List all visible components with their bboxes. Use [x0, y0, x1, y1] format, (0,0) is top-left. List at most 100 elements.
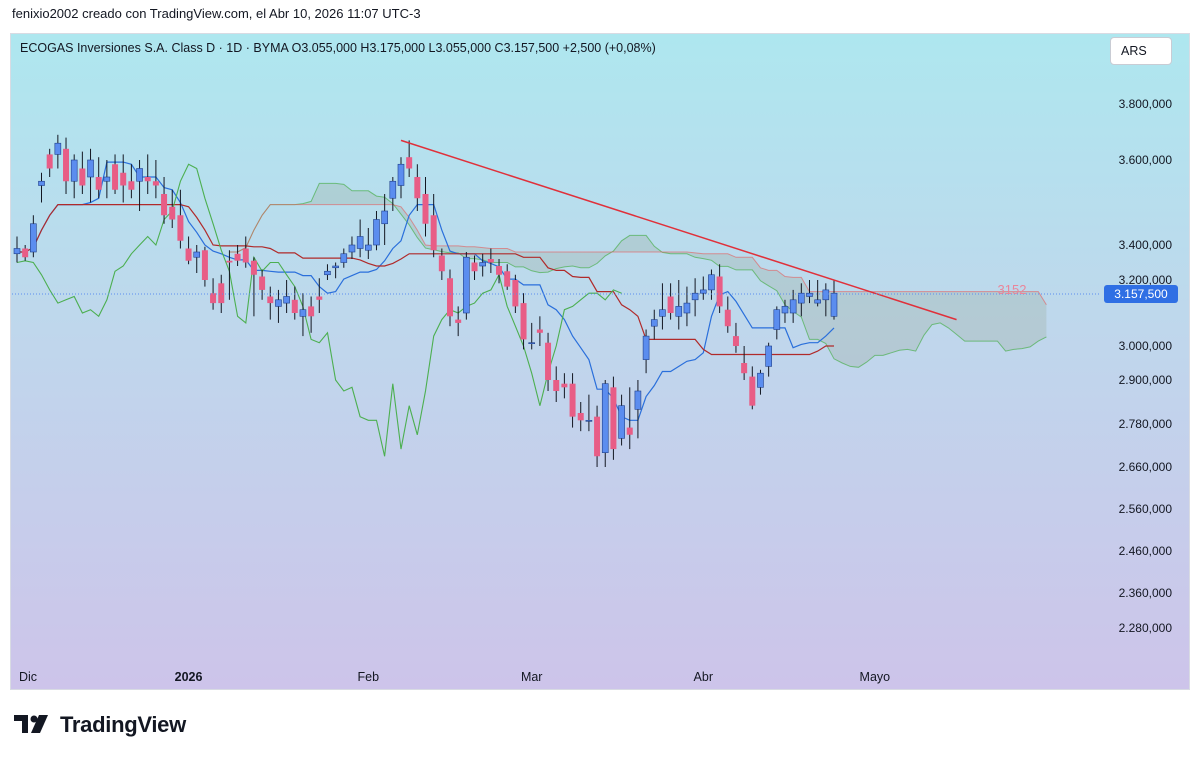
candle-up: [773, 306, 781, 340]
candle-down: [267, 286, 274, 320]
candle-down: [242, 236, 249, 268]
y-tick-label: 3.400,000: [1119, 238, 1173, 252]
candle-up: [30, 215, 37, 258]
x-tick-label: Abr: [694, 670, 713, 684]
candle-up: [340, 248, 348, 268]
candle-down: [120, 154, 127, 203]
candle-up: [479, 253, 486, 277]
y-tick-label: 3.000,000: [1119, 339, 1173, 353]
candle-body: [177, 215, 184, 241]
candle-up: [806, 280, 813, 304]
candle-body: [63, 148, 70, 182]
candle-body: [757, 372, 764, 388]
candle-body: [683, 302, 691, 314]
candle-body: [691, 292, 699, 301]
candle-body: [561, 383, 568, 388]
candle-up: [299, 293, 307, 337]
candle-up: [87, 148, 94, 203]
candle-up: [659, 283, 666, 330]
y-tick-label: 2.360,000: [1119, 586, 1173, 600]
candle-body: [259, 276, 266, 290]
candle-body: [144, 177, 151, 182]
candle-body: [332, 265, 339, 269]
candle-up: [675, 280, 683, 330]
x-tick-label: Dic: [19, 670, 37, 684]
candle-up: [324, 264, 331, 280]
trend-line[interactable]: [400, 139, 957, 321]
candle-body: [594, 416, 601, 457]
candle-up: [365, 228, 372, 259]
candle-up: [830, 280, 838, 320]
candle-down: [177, 189, 184, 249]
candle-body: [732, 336, 739, 346]
currency-button[interactable]: ARS: [1110, 37, 1172, 65]
candle-body: [773, 309, 781, 330]
candle-down: [536, 316, 543, 346]
candle-body: [112, 164, 119, 190]
x-tick-label: Feb: [358, 670, 380, 684]
candle-down: [512, 274, 519, 313]
candle-up: [789, 289, 797, 323]
candle-up: [618, 394, 625, 446]
candle-body: [136, 168, 143, 182]
candle-body: [291, 299, 298, 313]
chart-frame[interactable]: [10, 33, 1190, 690]
candle-body: [234, 253, 241, 261]
y-tick-label: 2.660,000: [1119, 460, 1173, 474]
symbol-legend: ECOGAS Inversiones S.A. Class D · 1D · B…: [20, 41, 656, 55]
candle-body: [749, 376, 756, 406]
candle-body: [504, 271, 511, 287]
candle-body: [22, 248, 29, 258]
candle-down: [291, 286, 298, 320]
candle-body: [601, 383, 609, 453]
cloud-fill: [229, 183, 1047, 368]
tradingview-wordmark: TradingView: [60, 712, 186, 737]
candle-body: [479, 262, 486, 267]
candle-up: [708, 269, 715, 300]
candle-body: [667, 296, 674, 313]
candle-up: [193, 245, 201, 273]
chart-credit: fenixio2002 creado con TradingView.com, …: [12, 6, 421, 21]
candle-body: [161, 194, 168, 216]
candle-up: [781, 299, 789, 323]
candle-down: [577, 402, 584, 432]
x-axis[interactable]: Dic 2026 Feb Mar Abr Mayo: [11, 660, 1107, 689]
candle-body: [536, 329, 543, 333]
candle-body: [70, 159, 78, 182]
candle-body: [218, 283, 225, 304]
candle-up: [397, 157, 405, 199]
candle-up: [765, 342, 772, 377]
candle-body: [716, 276, 723, 307]
candle-body: [659, 309, 666, 317]
y-tick-label: 2.560,000: [1119, 502, 1173, 516]
candle-down: [218, 274, 225, 313]
candle-down: [128, 164, 135, 199]
candle-body: [389, 180, 397, 199]
y-tick-label: 3.200,000: [1119, 273, 1173, 287]
candle-up: [103, 160, 111, 199]
candle-body: [185, 248, 192, 261]
candle-down: [438, 248, 445, 280]
candle-down: [161, 177, 168, 224]
candle-up: [634, 380, 642, 439]
y-tick-label: 2.780,000: [1119, 417, 1173, 431]
candle-down: [626, 387, 633, 450]
y-tick-label: 3.600,000: [1119, 153, 1173, 167]
kijun-sen-line: [17, 204, 834, 356]
resistance-trendline: [400, 139, 957, 321]
candle-up: [528, 322, 536, 350]
candle-body: [267, 296, 274, 304]
candle-down: [169, 189, 176, 228]
y-axis[interactable]: 3.800,000 3.600,000 3.400,000 3.200,000 3.00…: [1104, 97, 1178, 635]
candle-up: [691, 278, 699, 317]
candle-down: [22, 245, 29, 261]
candle-down: [553, 366, 560, 402]
candle-body: [242, 248, 249, 263]
alert-level-label: 3152: [998, 282, 1027, 297]
candle-down: [226, 250, 233, 300]
senkou-span-b: [229, 204, 1047, 306]
candle-body: [650, 319, 658, 327]
candle-down: [716, 264, 723, 313]
candle-body: [675, 306, 683, 317]
